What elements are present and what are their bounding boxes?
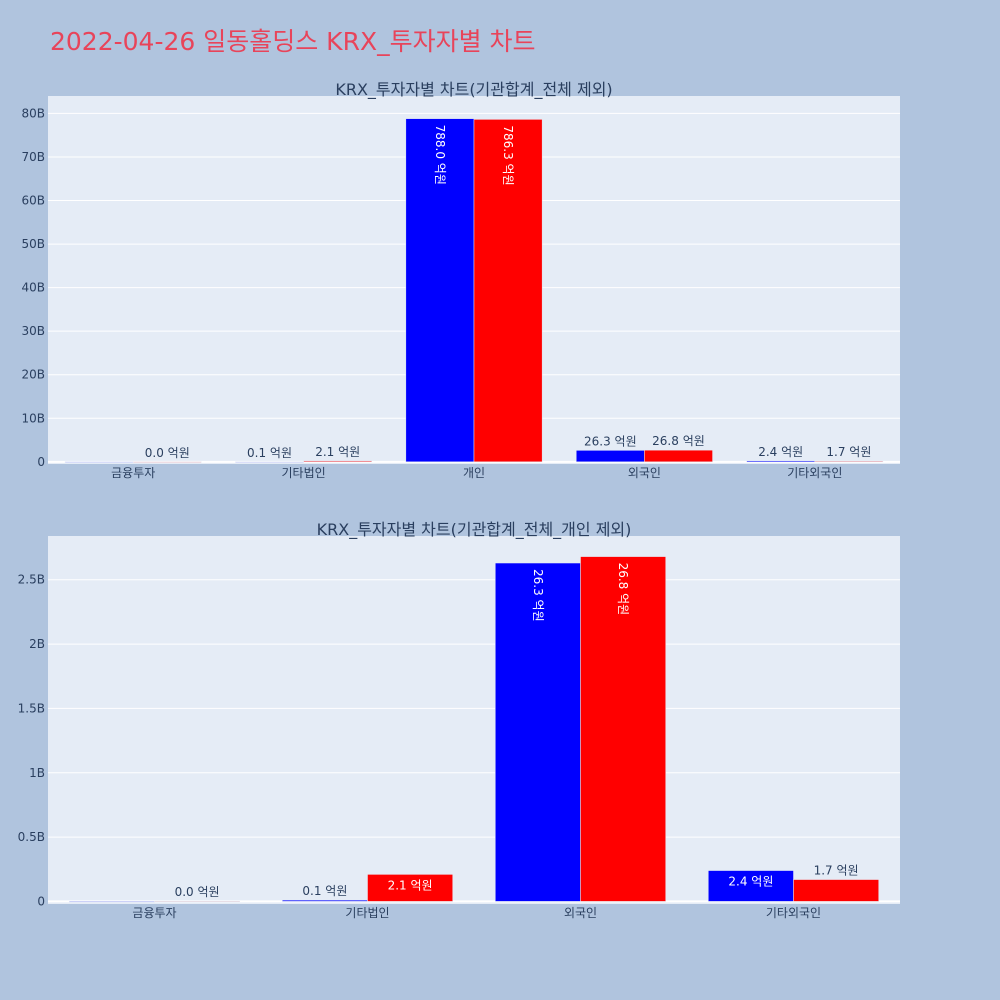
- bar: [132, 461, 202, 463]
- y-tick-label: 1B: [29, 766, 45, 780]
- chart-2: 0 0.5B 1B 1.5B 2B 2.5B KRX_투자자별 차트(기관합계_전체_개인 …: [18, 520, 900, 920]
- bar: [154, 900, 240, 903]
- x-tick-label: 기타외국인: [787, 466, 842, 480]
- bar: [367, 874, 453, 902]
- bar: [69, 901, 155, 903]
- data-label: 0.1 억원: [247, 446, 292, 460]
- y-tick-label: 50B: [21, 237, 45, 251]
- x-tick-label: 외국인: [564, 906, 597, 920]
- data-label: 0.0 억원: [175, 885, 220, 899]
- y-tick-label: 0: [37, 455, 45, 469]
- y-tick-label: 0: [37, 894, 45, 908]
- bar: [708, 870, 794, 902]
- y-tick-label: 80B: [21, 106, 45, 120]
- x-tick-label: 개인: [463, 466, 485, 480]
- y-tick-label: 2.5B: [18, 573, 45, 587]
- y-tick-label: 70B: [21, 150, 45, 164]
- y-tick-label: 2B: [29, 637, 45, 651]
- y-tick-label: 30B: [21, 324, 45, 338]
- y-tick-label: 1.5B: [18, 701, 45, 715]
- data-label: 26.8 억원: [616, 563, 630, 616]
- x-tick-label: 금융투자: [111, 466, 155, 480]
- bar: [746, 460, 816, 463]
- y-tick-label: 0.5B: [18, 830, 45, 844]
- x-tick-label: 기타법인: [345, 906, 389, 920]
- chart-title: KRX_투자자별 차트(기관합계_전체_개인 제외): [317, 520, 632, 540]
- bar: [473, 119, 543, 463]
- data-label: 788.0 억원: [433, 125, 447, 185]
- data-label: 1.7 억원: [814, 864, 859, 878]
- bar: [64, 461, 134, 463]
- data-label: 2.4 억원: [728, 875, 773, 889]
- data-label: 26.3 억원: [584, 434, 637, 448]
- bar: [814, 460, 884, 463]
- data-label: 0.0 억원: [145, 446, 190, 460]
- data-label: 786.3 억원: [501, 125, 515, 185]
- bar: [793, 879, 879, 902]
- data-label: 1.7 억원: [826, 445, 871, 459]
- bar: [235, 461, 304, 463]
- page-title: 2022-04-26 일동홀딩스 KRX_투자자별 차트: [50, 27, 536, 56]
- data-label: 2.1 억원: [315, 445, 360, 459]
- y-tick-label: 60B: [21, 194, 45, 208]
- bar: [282, 899, 368, 902]
- y-tick-label: 40B: [21, 281, 45, 295]
- plot-area: [48, 536, 900, 904]
- y-tick-label: 20B: [21, 368, 45, 382]
- bar: [580, 556, 666, 902]
- bar: [303, 460, 373, 463]
- bar: [575, 450, 645, 463]
- x-tick-label: 기타외국인: [766, 906, 821, 920]
- x-tick-label: 외국인: [628, 466, 661, 480]
- data-label: 2.1 억원: [388, 878, 433, 892]
- data-label: 0.1 억원: [302, 884, 347, 898]
- bar: [495, 562, 581, 902]
- data-label: 26.3 억원: [531, 569, 545, 622]
- chart-title: KRX_투자자별 차트(기관합계_전체 제외): [335, 80, 612, 100]
- chart-1: 0 10B 20B 30B 40B 50B 60B 70B 80B KRX_투자자별 차트(기관합…: [21, 80, 900, 480]
- x-tick-label: 금융투자: [132, 906, 176, 920]
- bar: [644, 449, 713, 463]
- bar: [405, 118, 475, 463]
- y-tick-label: 10B: [21, 411, 45, 425]
- x-tick-label: 기타법인: [282, 466, 326, 480]
- data-label: 2.4 억원: [758, 445, 803, 459]
- data-label: 26.8 억원: [652, 434, 705, 448]
